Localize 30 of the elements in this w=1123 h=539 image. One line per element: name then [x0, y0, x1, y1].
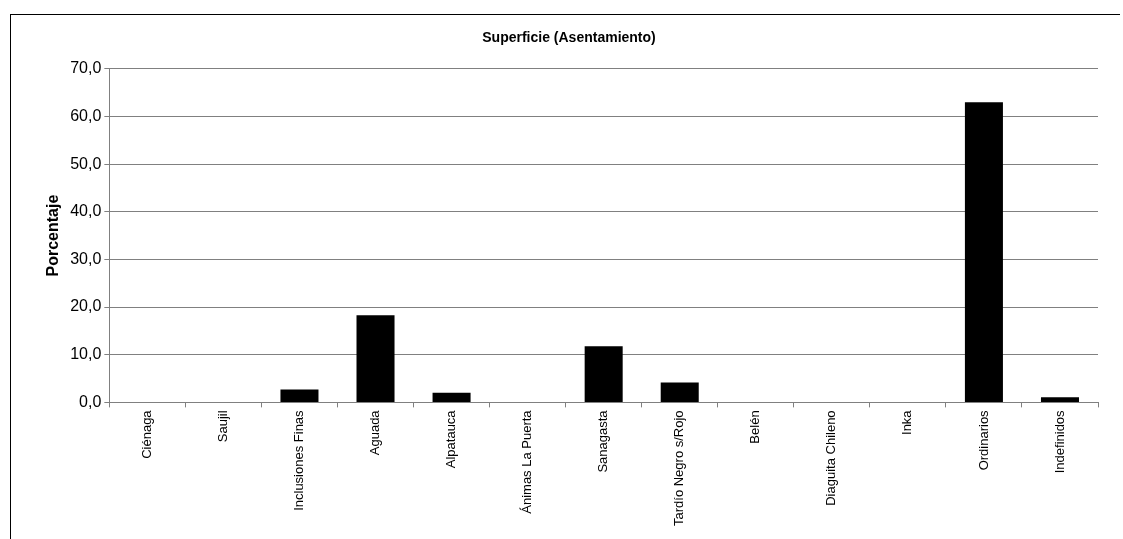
y-tick-label: 70,0	[70, 59, 102, 77]
y-tick-label: 20,0	[70, 297, 102, 315]
y-tick-label: 30,0	[70, 249, 102, 267]
y-tick-label: 50,0	[70, 154, 102, 172]
x-tick-label: Ánimas La Puerta	[519, 409, 535, 514]
chart-title: Superficie (Asentamiento)	[482, 29, 656, 46]
x-tick-label: Diaguita Chileno	[823, 410, 839, 506]
x-tick-label: Ciénaga	[138, 409, 154, 459]
x-tick-label: Saujil	[214, 410, 230, 443]
x-tick-label: Inclusiones Finas	[291, 409, 307, 511]
bar	[584, 346, 623, 402]
x-tick-label: Ordinarios	[975, 409, 991, 471]
bar	[432, 392, 471, 402]
x-tick-label: Inka	[899, 409, 915, 435]
x-tick-label: Alpatauca	[443, 409, 459, 469]
y-tick-label: 0,0	[79, 392, 102, 410]
y-tick-label: 60,0	[70, 106, 102, 124]
x-tick-label: Aguada	[367, 409, 383, 456]
y-tick-label: 40,0	[70, 202, 102, 220]
bar	[660, 382, 699, 402]
x-tick-label: Indefinidos	[1051, 409, 1067, 474]
bar	[356, 315, 395, 402]
bar	[280, 389, 319, 402]
x-tick-label: Tardío Negro s/Rojo	[671, 410, 687, 527]
bar	[964, 102, 1003, 402]
x-tick-label: Belén	[747, 410, 763, 444]
y-axis-title: Porcentaje	[44, 194, 62, 277]
bar	[1040, 397, 1079, 402]
y-tick-label: 10,0	[70, 345, 102, 363]
x-tick-label: Sanagasta	[595, 409, 611, 473]
